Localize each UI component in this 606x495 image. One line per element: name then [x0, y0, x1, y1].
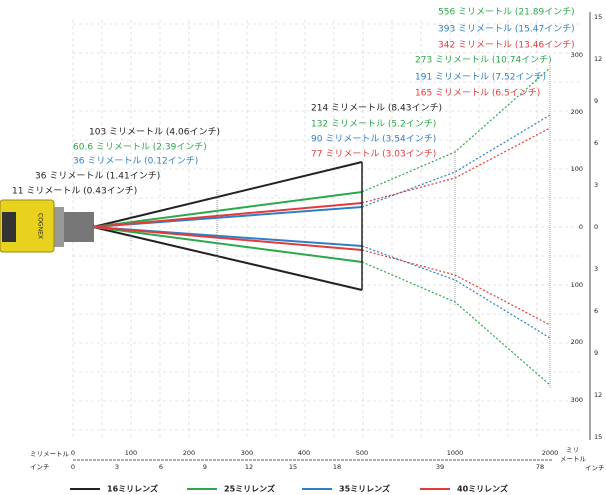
tick-label: 300	[241, 449, 253, 457]
tick-label: 200	[571, 338, 583, 346]
tick-label: 1000	[447, 449, 464, 457]
tick-label: 2000	[542, 449, 559, 457]
tick-label: 6	[594, 307, 598, 315]
tick-label: 39	[436, 463, 444, 471]
fov-line	[92, 226, 363, 291]
annotation: 342 ミリメートル (13.46インチ)	[438, 40, 575, 51]
annotation: 36 ミリメートル (0.12インチ)	[73, 156, 198, 167]
annotation: 165 ミリメートル (6.5インチ)	[415, 88, 540, 99]
tick-label: 12	[594, 391, 602, 399]
tick-label: 18	[333, 463, 341, 471]
tick-label: 200	[183, 449, 195, 457]
annotation: 77 ミリメートル (3.03インチ)	[311, 149, 436, 160]
axis-label: ミリメートル	[30, 450, 70, 458]
axis-label: ミリ	[566, 446, 579, 454]
annotation: 556 ミリメートル (21.89インチ)	[438, 7, 575, 18]
fov-line	[92, 226, 363, 263]
annotation: 103 ミリメートル (4.06インチ)	[89, 127, 220, 138]
tick-label: 9	[594, 97, 598, 105]
connector	[2, 212, 16, 242]
fov-extension	[361, 114, 551, 208]
tick-label: 12	[594, 55, 602, 63]
axis-label: インチ	[30, 463, 50, 471]
tick-label: 200	[571, 108, 583, 116]
fov-line	[92, 226, 363, 251]
lens	[60, 212, 94, 242]
tick-label: 300	[571, 51, 583, 59]
fov-extension	[361, 249, 551, 326]
tick-label: 15	[594, 13, 602, 21]
tick-label: 6	[594, 139, 598, 147]
tick-label: 0	[71, 463, 75, 471]
grid	[72, 20, 580, 440]
fov-line	[92, 191, 363, 228]
tick-label: 15	[289, 463, 297, 471]
tick-label: 100	[571, 281, 583, 289]
tick-label: 9	[594, 349, 598, 357]
tick-label: 300	[571, 396, 583, 404]
tick-label: 9	[203, 463, 207, 471]
axis-label: メートル	[560, 455, 587, 463]
tick-label: 78	[536, 463, 544, 471]
tick-label: 0	[579, 223, 583, 231]
legend-label: 35ミリレンズ	[339, 484, 390, 494]
tick-label: 0	[594, 223, 598, 231]
axis-label: インチ	[585, 464, 605, 472]
labels: 556 ミリメートル (21.89インチ) 393 ミリメートル (15.47イン…	[12, 7, 605, 494]
annotation: 191 ミリメートル (7.52インチ)	[415, 72, 546, 83]
tick-label: 400	[298, 449, 310, 457]
tick-label: 100	[571, 165, 583, 173]
fov-line	[92, 202, 363, 228]
tick-label: 0	[71, 449, 75, 457]
annotation: 60.6 ミリメートル (2.39インチ)	[73, 142, 207, 153]
legend-label: 16ミリレンズ	[107, 484, 158, 494]
tick-label: 12	[245, 463, 253, 471]
annotation: 214 ミリメートル (8.43インチ)	[311, 103, 442, 114]
tick-label: 3	[115, 463, 119, 471]
tick-label: 500	[356, 449, 368, 457]
annotation: 36 ミリメートル (1.41インチ)	[35, 171, 160, 182]
brand: COGNEX	[37, 213, 44, 239]
lens-ring	[52, 207, 64, 247]
fov-extension	[361, 245, 551, 339]
fov-line	[92, 161, 363, 228]
tick-label: 3	[594, 181, 598, 189]
camera: COGNEX	[0, 199, 94, 253]
tick-label: 100	[125, 449, 137, 457]
tick-label: 3	[594, 265, 598, 273]
fov-extension	[361, 67, 551, 193]
cones	[92, 65, 551, 388]
annotation: 273 ミリメートル (10.74インチ)	[415, 55, 552, 66]
legend-label: 25ミリレンズ	[224, 484, 275, 494]
annotation: 90 ミリメートル (3.54インチ)	[311, 134, 436, 145]
tick-label: 15	[594, 433, 602, 441]
tick-label: 6	[159, 463, 163, 471]
annotation: 11 ミリメートル (0.43インチ)	[12, 186, 137, 197]
legend-label: 40ミリレンズ	[457, 484, 508, 494]
annotation: 132 ミリメートル (5.2インチ)	[311, 119, 436, 130]
annotation: 393 ミリメートル (15.47インチ)	[438, 24, 575, 35]
